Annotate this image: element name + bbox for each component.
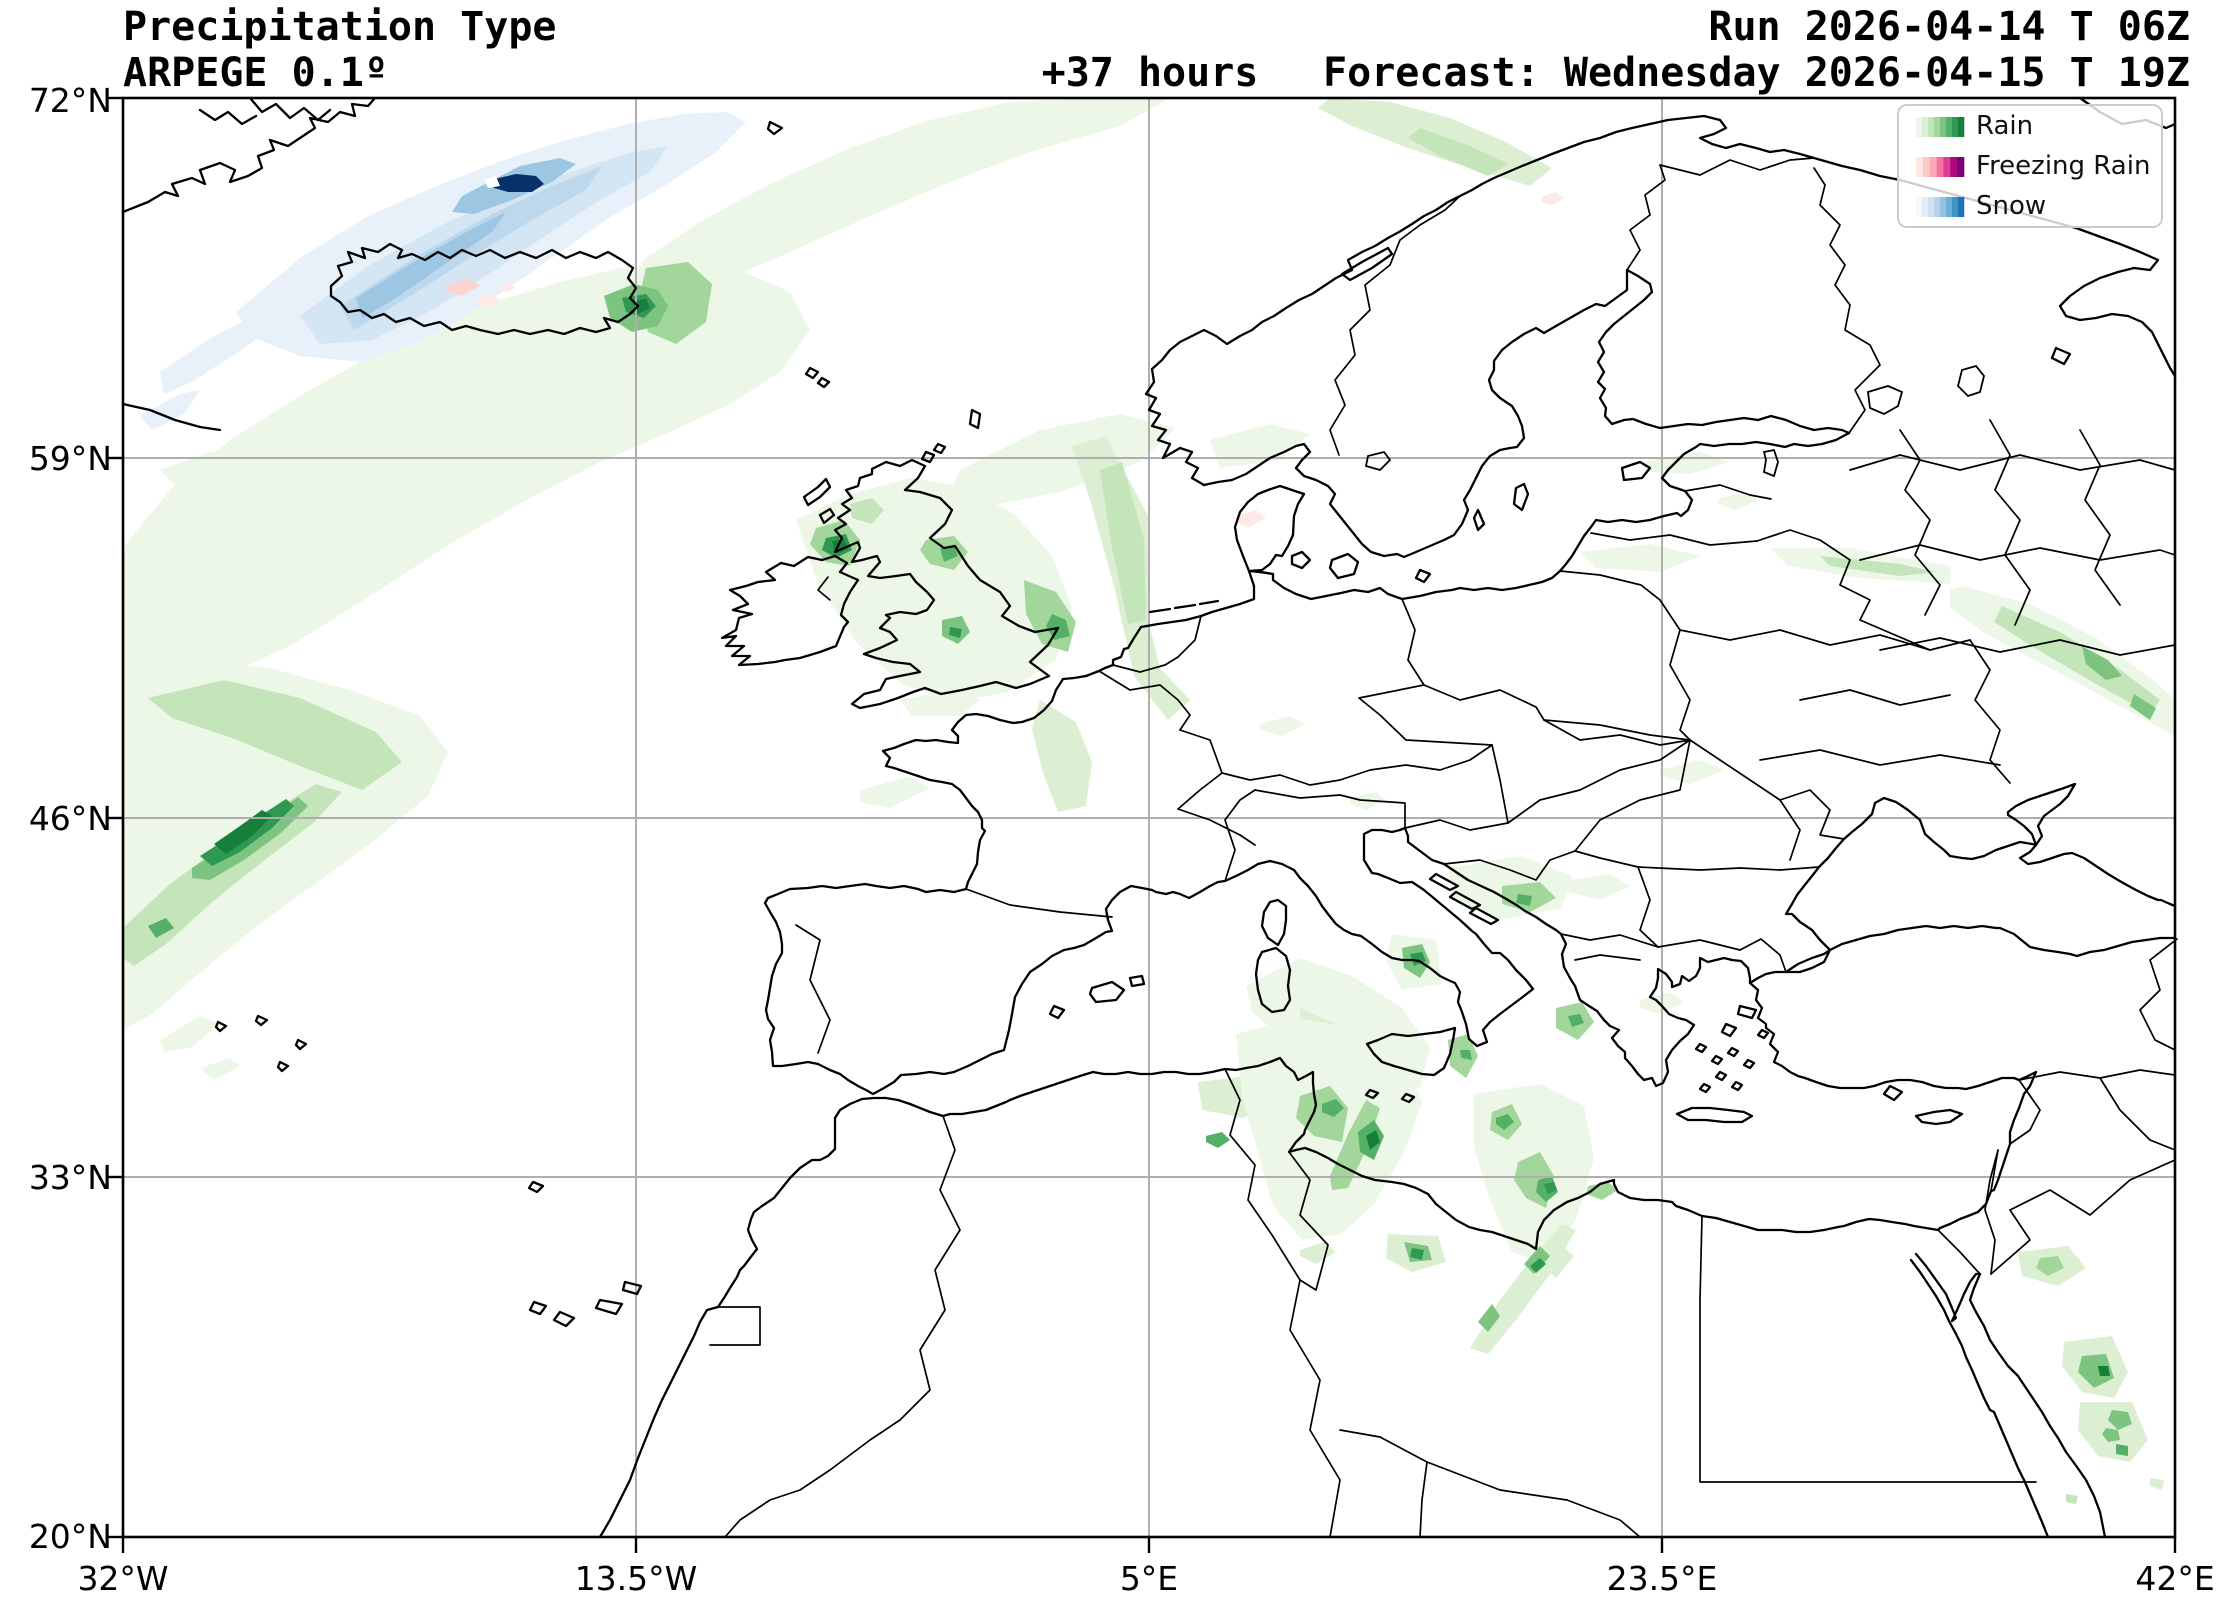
snow-swatch-icon (1916, 197, 1965, 217)
y-tick-label: 46°N (29, 799, 112, 838)
snow-layer (140, 112, 746, 430)
x-tick-label: 13.5°W (575, 1559, 698, 1598)
graticule (123, 98, 2175, 1537)
y-tick-label: 33°N (29, 1158, 112, 1197)
freezing-rain-layer (446, 192, 1564, 528)
forecast-label: Forecast: Wednesday 2026-04-15 T 19Z (1323, 50, 2190, 96)
x-tick-label: 42°E (2135, 1559, 2214, 1598)
legend-label-freezing-rain: Freezing Rain (1976, 151, 2150, 181)
country-borders (709, 157, 2178, 1538)
y-tick-label: 59°N (29, 439, 112, 478)
run-label: Run 2026-04-14 T 06Z (1708, 4, 2190, 50)
lead-time-label: +37 hours (1042, 50, 1259, 96)
freezing-rain-swatch-icon (1916, 157, 1965, 177)
legend: Rain Freezing Rain Snow (1897, 104, 2163, 228)
legend-label-rain: Rain (1976, 111, 2033, 141)
x-tick-label: 32°W (77, 1559, 168, 1598)
model-label: ARPEGE 0.1º (123, 50, 388, 96)
x-tick-label: 23.5°E (1607, 1559, 1718, 1598)
x-axis-labels: 32°W 13.5°W 5°E 23.5°E 42°E (77, 1559, 2214, 1598)
rain-swatch-icon (1916, 117, 1965, 137)
axis-ticks (107, 96, 2177, 1553)
legend-label-snow: Snow (1976, 191, 2046, 221)
y-tick-label: 72°N (29, 81, 112, 120)
page-title: Precipitation Type (123, 4, 556, 50)
x-tick-label: 5°E (1120, 1559, 1178, 1598)
y-axis-labels: 72°N 59°N 46°N 33°N 20°N (29, 81, 112, 1556)
coastlines (121, 96, 2177, 1539)
y-tick-label: 20°N (29, 1517, 112, 1556)
